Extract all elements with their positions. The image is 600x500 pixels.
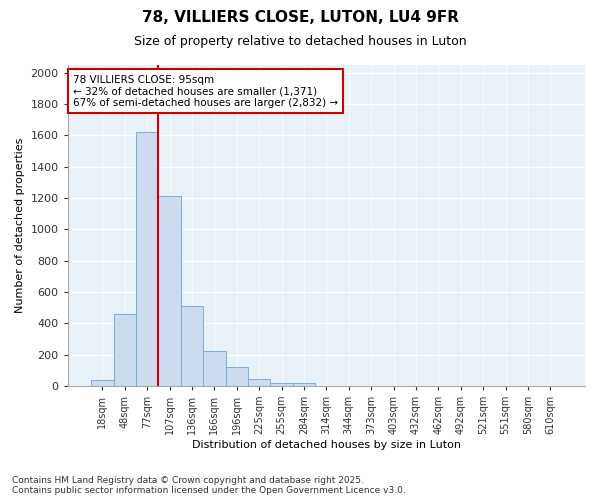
Bar — [181, 306, 203, 386]
Bar — [113, 314, 136, 386]
Text: 78 VILLIERS CLOSE: 95sqm
← 32% of detached houses are smaller (1,371)
67% of sem: 78 VILLIERS CLOSE: 95sqm ← 32% of detach… — [73, 74, 338, 108]
Bar — [248, 379, 271, 386]
Bar — [226, 367, 248, 386]
Bar — [203, 352, 226, 386]
Bar — [136, 132, 158, 386]
Text: Contains HM Land Registry data © Crown copyright and database right 2025.
Contai: Contains HM Land Registry data © Crown c… — [12, 476, 406, 495]
X-axis label: Distribution of detached houses by size in Luton: Distribution of detached houses by size … — [192, 440, 461, 450]
Y-axis label: Number of detached properties: Number of detached properties — [15, 138, 25, 313]
Bar — [158, 196, 181, 386]
Bar — [91, 380, 113, 386]
Text: Size of property relative to detached houses in Luton: Size of property relative to detached ho… — [134, 35, 466, 48]
Bar — [293, 383, 315, 386]
Bar — [271, 383, 293, 386]
Text: 78, VILLIERS CLOSE, LUTON, LU4 9FR: 78, VILLIERS CLOSE, LUTON, LU4 9FR — [142, 10, 458, 25]
